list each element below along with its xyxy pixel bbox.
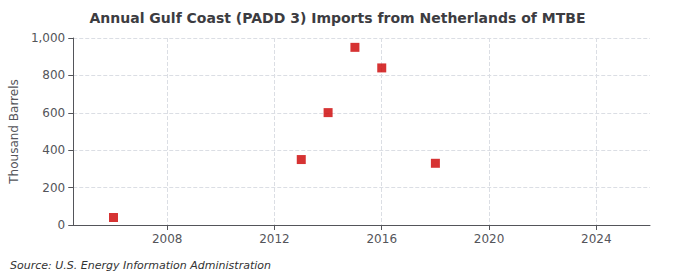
svg-text:600: 600 — [42, 106, 65, 120]
svg-text:Annual Gulf Coast (PADD 3) Imp: Annual Gulf Coast (PADD 3) Imports from … — [90, 10, 586, 26]
svg-text:2016: 2016 — [366, 232, 397, 246]
svg-text:1,000: 1,000 — [31, 31, 65, 45]
svg-text:2008: 2008 — [152, 232, 183, 246]
svg-text:Source: U.S. Energy Informatio: Source: U.S. Energy Information Administ… — [10, 259, 271, 272]
svg-text:400: 400 — [42, 143, 65, 157]
svg-text:0: 0 — [58, 218, 66, 232]
svg-text:2012: 2012 — [259, 232, 290, 246]
svg-text:2024: 2024 — [581, 232, 612, 246]
svg-text:2020: 2020 — [474, 232, 505, 246]
svg-text:Thousand Barrels: Thousand Barrels — [7, 79, 21, 184]
svg-text:800: 800 — [42, 68, 65, 82]
svg-text:200: 200 — [42, 181, 65, 195]
